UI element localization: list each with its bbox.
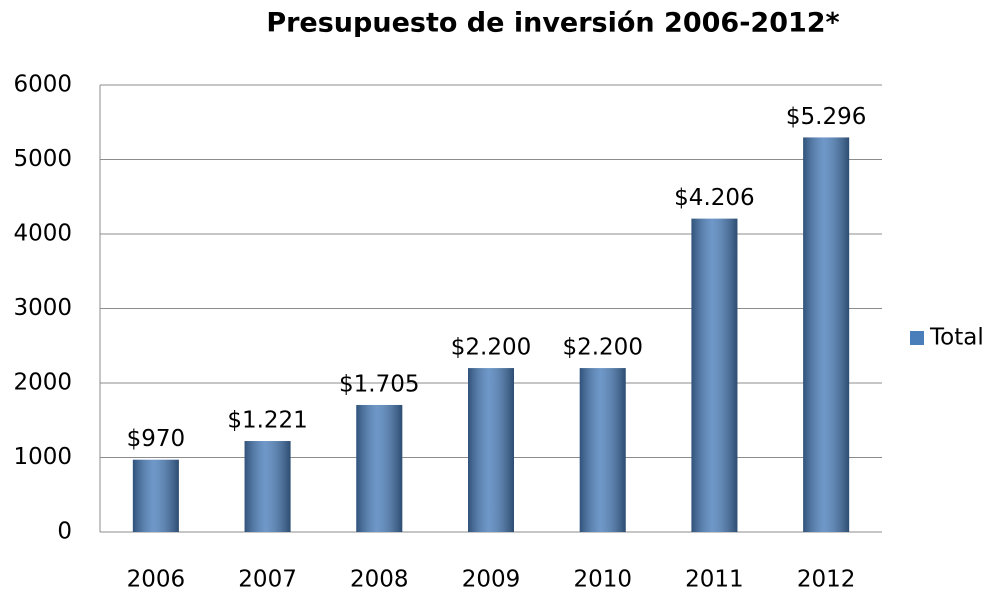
x-tick-label: 2011 <box>685 567 744 593</box>
legend-swatch <box>910 331 924 345</box>
data-label: $970 <box>127 426 186 452</box>
chart-title: Presupuesto de inversión 2006-2012* <box>266 8 839 39</box>
bar-shade <box>803 137 850 532</box>
y-tick-label: 2000 <box>13 370 72 396</box>
data-label: $4.206 <box>674 185 754 211</box>
x-tick-label: 2009 <box>462 567 521 593</box>
data-label: $2.200 <box>562 335 642 361</box>
y-tick-label: 1000 <box>13 444 72 470</box>
y-tick-label: 3000 <box>13 295 72 321</box>
bar-shade <box>244 441 291 532</box>
x-tick-label: 2008 <box>350 567 409 593</box>
bar-shade <box>132 459 179 532</box>
bar-shade <box>691 218 738 532</box>
x-tick-label: 2010 <box>573 567 632 593</box>
x-tick-label: 2007 <box>238 567 297 593</box>
y-tick-label: 4000 <box>13 221 72 247</box>
y-tick-label: 0 <box>57 519 72 545</box>
legend-label: Total <box>929 325 984 351</box>
x-tick-label: 2012 <box>797 567 856 593</box>
bar-shade <box>468 368 514 532</box>
data-label: $5.296 <box>786 104 866 130</box>
y-tick-label: 5000 <box>13 146 72 172</box>
bar-shade <box>356 404 403 532</box>
x-tick-label: 2006 <box>127 567 186 593</box>
data-label: $1.705 <box>339 371 419 397</box>
y-tick-label: 6000 <box>13 72 72 98</box>
bar-shade <box>579 368 626 532</box>
data-label: $2.200 <box>451 335 531 361</box>
data-label: $1.221 <box>227 408 307 434</box>
